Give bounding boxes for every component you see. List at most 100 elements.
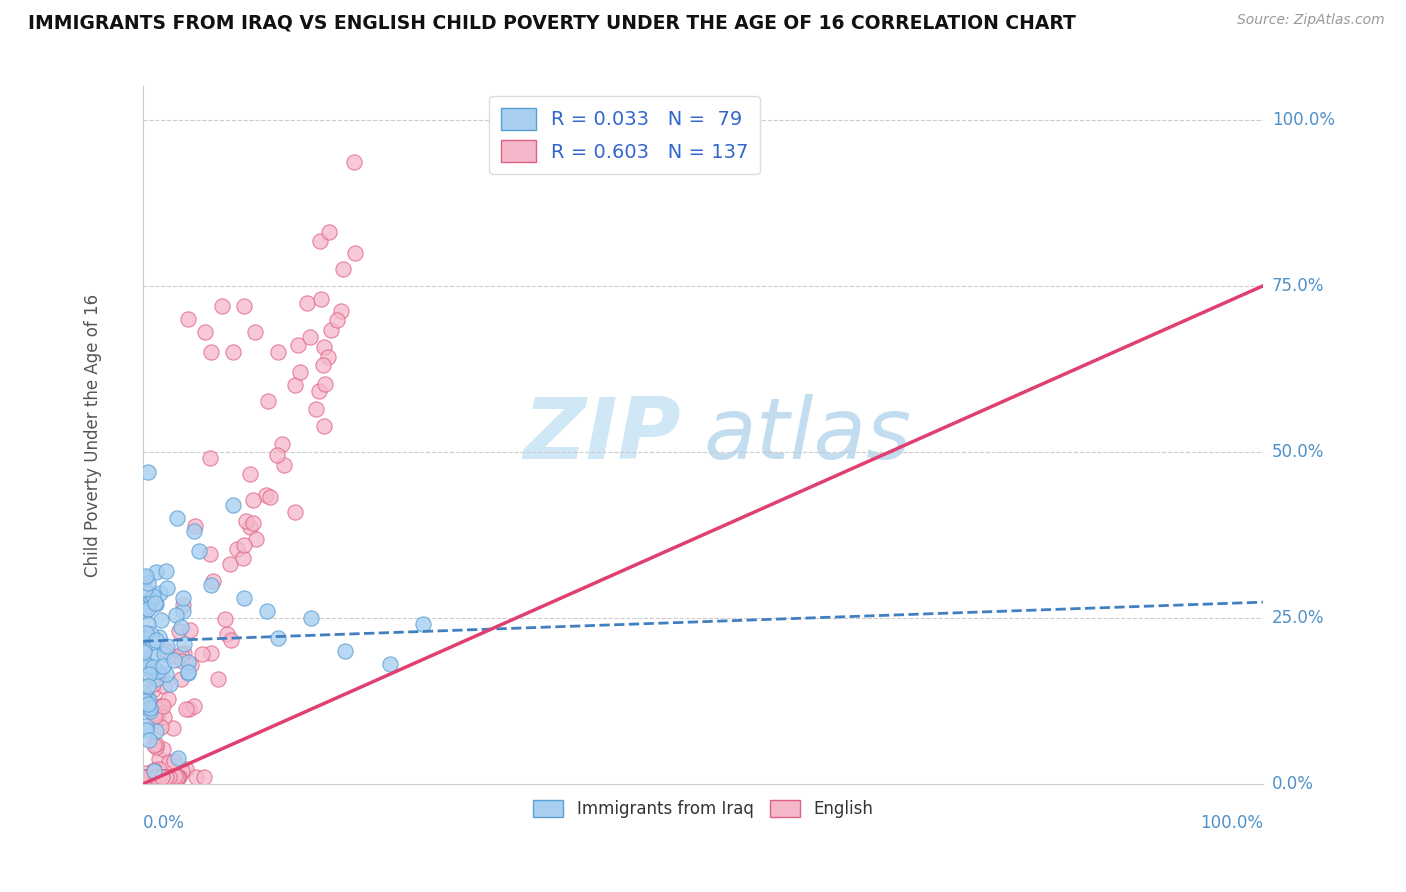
Point	[191, 647, 214, 661]
Point	[134, 626, 156, 640]
Point	[145, 713, 167, 727]
Point	[134, 770, 156, 784]
Point	[134, 770, 156, 784]
Point	[155, 770, 177, 784]
Point	[145, 632, 167, 647]
Point	[153, 647, 176, 661]
Point	[222, 345, 245, 359]
Point	[149, 667, 172, 681]
Point	[136, 657, 159, 672]
Point	[152, 742, 174, 756]
Point	[143, 763, 166, 777]
Point	[166, 751, 188, 765]
Point	[152, 698, 174, 713]
Point	[145, 740, 167, 755]
Point	[316, 350, 339, 364]
Point	[134, 655, 156, 669]
Point	[172, 591, 194, 605]
Point	[299, 611, 322, 625]
Point	[134, 686, 156, 700]
Point	[141, 660, 163, 674]
Point	[148, 762, 170, 776]
Point	[153, 710, 176, 724]
Point	[233, 299, 256, 313]
Point	[188, 544, 211, 558]
Point	[200, 577, 222, 591]
Point	[165, 770, 187, 784]
Point	[135, 770, 157, 784]
Point	[186, 770, 208, 784]
Text: atlas: atlas	[703, 393, 911, 476]
Point	[329, 304, 352, 318]
Point	[226, 542, 249, 557]
Point	[162, 653, 184, 667]
Point	[157, 755, 180, 769]
Point	[156, 644, 179, 658]
Point	[157, 770, 180, 784]
Point	[177, 311, 200, 326]
Point	[150, 770, 173, 784]
Point	[177, 655, 200, 669]
Point	[153, 770, 176, 784]
Point	[135, 691, 157, 706]
Point	[202, 574, 225, 589]
Point	[134, 645, 156, 659]
Point	[198, 548, 221, 562]
Point	[259, 490, 281, 504]
Point	[136, 697, 159, 711]
Point	[242, 516, 264, 530]
Point	[139, 701, 162, 715]
Point	[150, 770, 173, 784]
Point	[170, 672, 193, 686]
Point	[142, 589, 165, 603]
Point	[153, 679, 176, 693]
Point	[134, 660, 156, 674]
Point	[319, 322, 342, 336]
Point	[318, 225, 340, 239]
Point	[145, 596, 167, 610]
Point	[134, 694, 156, 708]
Point	[166, 770, 188, 784]
Point	[145, 724, 167, 739]
Point	[219, 632, 242, 647]
Point	[142, 648, 165, 662]
Point	[309, 292, 332, 306]
Point	[222, 498, 245, 512]
Point	[245, 325, 267, 339]
Point	[143, 764, 166, 778]
Point	[174, 702, 197, 716]
Point	[239, 520, 262, 534]
Point	[142, 676, 165, 690]
Point	[200, 345, 222, 359]
Point	[156, 582, 179, 596]
Point	[200, 450, 222, 465]
Point	[183, 699, 205, 714]
Point	[142, 706, 165, 721]
Point	[167, 770, 190, 784]
Point	[150, 770, 173, 784]
Point	[134, 770, 156, 784]
Point	[232, 551, 254, 566]
Point	[139, 627, 162, 641]
Point	[163, 754, 186, 768]
Point	[134, 571, 156, 585]
Text: 100.0%: 100.0%	[1201, 814, 1264, 832]
Point	[284, 505, 307, 519]
Point	[326, 313, 349, 327]
Point	[153, 770, 176, 784]
Point	[135, 569, 157, 583]
Point	[170, 654, 193, 668]
Point	[148, 770, 170, 784]
Point	[148, 630, 170, 644]
Point	[138, 770, 160, 784]
Point	[333, 644, 356, 658]
Point	[145, 770, 167, 784]
Point	[343, 154, 366, 169]
Point	[177, 702, 200, 716]
Point	[148, 770, 170, 784]
Point	[170, 648, 193, 662]
Point	[142, 770, 165, 784]
Point	[145, 770, 167, 784]
Point	[166, 511, 188, 525]
Point	[167, 770, 190, 784]
